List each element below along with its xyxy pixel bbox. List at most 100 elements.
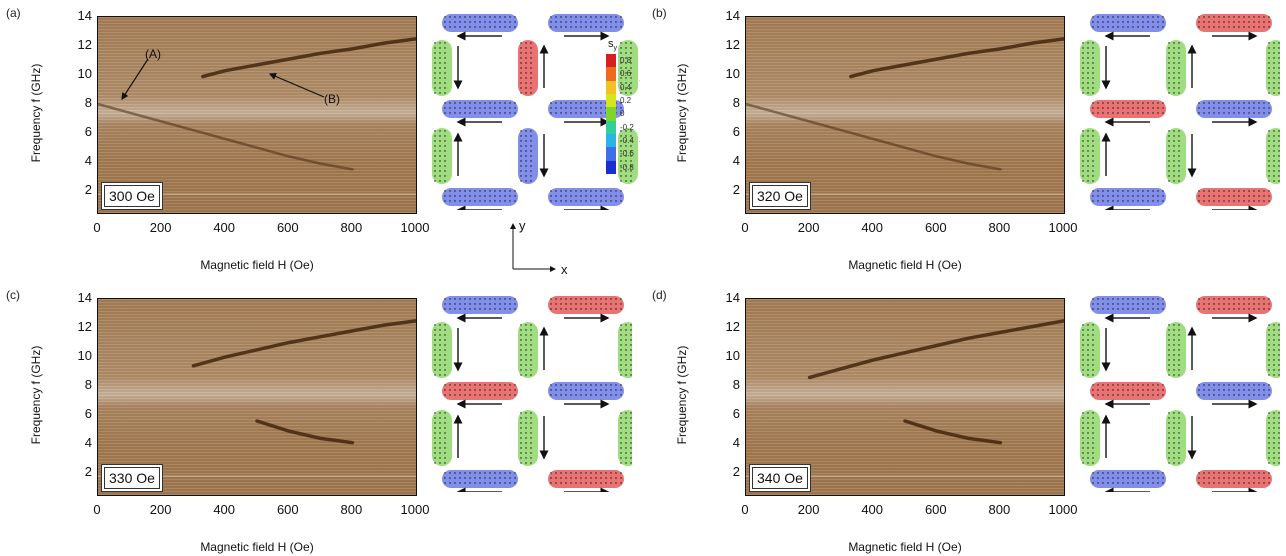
magnetic-island bbox=[548, 296, 624, 314]
colorbar-segment bbox=[606, 107, 616, 121]
panel-label-d: (d) bbox=[652, 288, 667, 302]
spin-configuration-b bbox=[1080, 14, 1280, 210]
colorbar-segment bbox=[606, 160, 616, 174]
x-tick-label: 1000 bbox=[400, 220, 430, 235]
magnetic-island bbox=[548, 100, 624, 118]
magnetic-island bbox=[1166, 40, 1186, 96]
magnetic-island bbox=[1196, 382, 1272, 400]
field-label-d: 340 Oe bbox=[749, 464, 811, 492]
magnetic-island bbox=[432, 322, 452, 378]
magnetic-island bbox=[1080, 322, 1100, 378]
colorbar-segment bbox=[606, 80, 616, 94]
y-tick-label: 6 bbox=[732, 124, 740, 140]
trace-line bbox=[903, 419, 1003, 445]
x-tick-label: 200 bbox=[797, 220, 820, 235]
colorbar-tick-label: 0 bbox=[620, 109, 625, 119]
magnetic-island bbox=[1080, 40, 1100, 96]
magnetic-island bbox=[548, 382, 624, 400]
y-tick-label: 12 bbox=[725, 37, 740, 53]
trace-line bbox=[191, 319, 416, 368]
x-tick-label: 1000 bbox=[400, 502, 430, 517]
colorbar-segment bbox=[606, 54, 616, 68]
field-label-a: 300 Oe bbox=[101, 182, 163, 210]
y-tick-label: 2 bbox=[732, 182, 740, 198]
ylabel-b: Frequency f (GHz) bbox=[675, 63, 689, 163]
arrow-a bbox=[121, 58, 149, 101]
magnetic-island bbox=[1196, 296, 1272, 314]
colorbar-title: sy bbox=[608, 38, 617, 53]
magnetic-island bbox=[618, 40, 638, 96]
magnetic-island bbox=[1166, 128, 1186, 184]
y-tick-label: 10 bbox=[725, 66, 740, 82]
xlabel-d: Magnetic field H (Oe) bbox=[848, 540, 962, 554]
x-tick-label: 200 bbox=[149, 220, 172, 235]
y-tick-label: 8 bbox=[84, 95, 92, 111]
x-tick-label: 400 bbox=[861, 220, 884, 235]
x-tick-label: 600 bbox=[276, 220, 299, 235]
magnetic-island bbox=[1080, 128, 1100, 184]
axis-x-label: x bbox=[561, 262, 568, 277]
y-tick-label: 14 bbox=[77, 290, 92, 305]
y-tick-label: 8 bbox=[732, 95, 740, 111]
annotation-a: (A) bbox=[145, 47, 161, 61]
magnetic-island bbox=[442, 188, 518, 206]
x-tick-label: 0 bbox=[741, 220, 749, 235]
colorbar-tick-label: 0.2 bbox=[620, 96, 632, 105]
heatmap-plot-d: 340 Oe bbox=[745, 298, 1065, 496]
x-tick-label: 0 bbox=[93, 502, 101, 517]
y-tick-label: 2 bbox=[84, 182, 92, 198]
y-tick-label: 12 bbox=[725, 319, 740, 335]
magnetic-island bbox=[518, 322, 538, 378]
trace-layer-c bbox=[98, 319, 416, 477]
axis-y-label: y bbox=[519, 218, 526, 233]
x-tick-label: 200 bbox=[149, 502, 172, 517]
field-label-b: 320 Oe bbox=[749, 182, 811, 210]
magnetic-island bbox=[442, 470, 518, 488]
ylabel-a: Frequency f (GHz) bbox=[29, 63, 43, 163]
x-tick-label: 400 bbox=[213, 220, 236, 235]
x-tick-label: 0 bbox=[93, 220, 101, 235]
arrow-b bbox=[268, 73, 325, 98]
colorbar bbox=[606, 54, 616, 174]
annotation-arrows bbox=[121, 58, 325, 101]
y-tick-label: 2 bbox=[84, 464, 92, 480]
x-tick-label: 800 bbox=[340, 502, 363, 517]
field-label-c: 330 Oe bbox=[101, 464, 163, 492]
magnetic-island bbox=[1266, 410, 1280, 466]
heatmap-plot-a: 300 Oe (A) (B) bbox=[97, 16, 417, 214]
x-tick-label: 200 bbox=[797, 502, 820, 517]
spin-configuration-a bbox=[432, 14, 640, 210]
magnetic-island bbox=[618, 322, 632, 378]
y-tick-label: 6 bbox=[84, 406, 92, 422]
y-tick-label: 12 bbox=[77, 319, 92, 335]
y-tick-label: 14 bbox=[725, 290, 740, 305]
magnetic-island bbox=[1266, 322, 1280, 378]
colorbar-tick-label: -0.2 bbox=[620, 122, 634, 132]
magnetic-island bbox=[432, 128, 452, 184]
xlabel-a: Magnetic field H (Oe) bbox=[200, 258, 314, 272]
colorbar-segment bbox=[606, 147, 616, 161]
heatmap-plot-b: 320 Oe bbox=[745, 16, 1065, 214]
annotation-b: (B) bbox=[324, 92, 340, 106]
x-tick-label: 800 bbox=[988, 502, 1011, 517]
y-tick-label: 4 bbox=[732, 153, 740, 169]
magnetic-island bbox=[1090, 470, 1166, 488]
xlabel-b: Magnetic field H (Oe) bbox=[848, 258, 962, 272]
heatmap-plot-c: 330 Oe bbox=[97, 298, 417, 496]
magnetic-island bbox=[1166, 410, 1186, 466]
y-tick-label: 12 bbox=[77, 37, 92, 53]
trace-line bbox=[201, 37, 416, 79]
x-tick-label: 600 bbox=[924, 502, 947, 517]
y-tick-label: 4 bbox=[84, 435, 92, 451]
magnetic-island bbox=[1196, 470, 1272, 488]
y-tick-label: 8 bbox=[84, 377, 92, 393]
magnetic-island bbox=[432, 410, 452, 466]
x-tick-label: 1000 bbox=[1048, 502, 1078, 517]
y-tick-label: 4 bbox=[732, 435, 740, 451]
magnetic-island bbox=[548, 470, 624, 488]
x-tick-label: 0 bbox=[741, 502, 749, 517]
y-tick-label: 6 bbox=[84, 124, 92, 140]
magnetic-island bbox=[548, 14, 624, 32]
y-tick-label: 4 bbox=[84, 153, 92, 169]
colorbar-tick-label: 0.6 bbox=[620, 69, 632, 79]
